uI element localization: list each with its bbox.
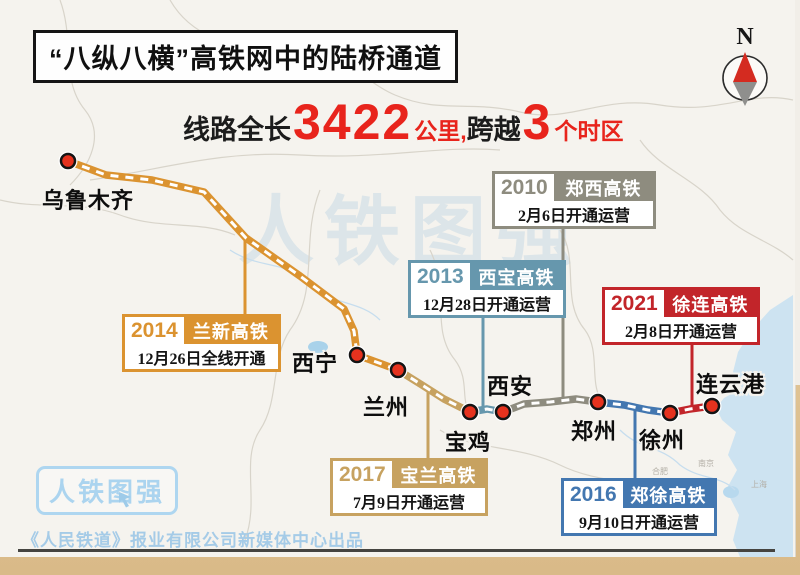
- infobox-xibao-name: 西宝高铁: [469, 263, 563, 290]
- credit-line: 《人民铁道》报业有限公司新媒体中心出品: [22, 531, 364, 550]
- infobox-baolan: 2017 宝兰高铁 7月9日开通运营: [330, 458, 488, 516]
- infobox-lanxin-year: 2014: [131, 318, 178, 342]
- page-edge: [795, 0, 800, 385]
- infobox-lanxin-date: 12月26日全线开通: [137, 350, 266, 368]
- city-label-zhengzhou: 郑州: [571, 419, 618, 444]
- subtitle-timezone-value: 3: [522, 94, 553, 150]
- subtitle-distance-value: 3422: [293, 94, 413, 150]
- route-zhengxi-dashes: [502, 397, 599, 414]
- station-dot-lanzhou: [388, 360, 408, 380]
- infobox-baolan-date: 7月9日开通运营: [352, 494, 465, 512]
- station-dot-xuzhou: [660, 403, 680, 423]
- infobox-zhengxi-header: 2010 郑西高铁: [495, 174, 653, 201]
- station-dots: [58, 151, 722, 423]
- brand-logo-badge: 人铁图强: [36, 466, 179, 515]
- infobox-lanxin-header: 2014 兰新高铁: [125, 317, 278, 344]
- route-zhengxu-dashes: [597, 400, 671, 415]
- compass-icon: [722, 52, 768, 106]
- subtitle-suffix: 个时区: [554, 118, 624, 144]
- basemap-label-shanghai: 上海: [751, 480, 767, 489]
- city-label-baoji: 宝鸡: [445, 430, 492, 455]
- qinghai-lake: [308, 341, 328, 353]
- infobox-zhengxi-date: 2月6日开通运营: [517, 207, 630, 225]
- infobox-zhengxi: 2010 郑西高铁 2月6日开通运营: [492, 171, 656, 229]
- compass-north-label: N: [736, 24, 754, 50]
- city-label-xining: 西宁: [292, 351, 339, 376]
- subtitle-prefix: 线路全长: [183, 115, 291, 145]
- infobox-zhengxu-date: 9月10日开通运营: [578, 514, 699, 532]
- logo-cursor-icon: [119, 492, 131, 508]
- basemap-label-hefei: 合肥: [652, 467, 668, 476]
- infobox-xulian-year: 2021: [611, 291, 658, 315]
- subtitle: 线路全长 3422 公里, 跨越 3 个时区: [183, 94, 624, 150]
- city-label-lianyungang: 连云港: [696, 372, 766, 397]
- infobox-xibao-header: 2013 西宝高铁: [411, 263, 563, 290]
- subtitle-middle: 跨越: [466, 115, 521, 145]
- infobox-baolan-name: 宝兰高铁: [391, 461, 485, 488]
- page-title: “八纵八横”高铁网中的陆桥通道: [33, 30, 458, 83]
- infobox-lanxin: 2014 兰新高铁 12月26日全线开通: [122, 314, 281, 372]
- infobox-xibao-year: 2013: [417, 264, 464, 288]
- city-label-lanzhou: 兰州: [363, 395, 410, 420]
- infobox-zhengxu-name: 郑徐高铁: [622, 481, 714, 508]
- river-1: [229, 249, 381, 321]
- station-dot-xining: [347, 345, 367, 365]
- station-dot-zhengzhou: [588, 392, 608, 412]
- lake-small-1: [723, 486, 739, 498]
- infobox-zhengxi-year: 2010: [501, 175, 548, 199]
- infobox-zhengxi-name: 郑西高铁: [553, 174, 653, 201]
- city-label-xuzhou: 徐州: [639, 428, 686, 453]
- infobox-xulian-date: 2月8日开通运营: [624, 323, 737, 341]
- subtitle-distance-unit: 公里,: [414, 118, 467, 144]
- infobox-xulian-header: 2021 徐连高铁: [605, 290, 757, 317]
- route-lanxin-dashes: [67, 159, 399, 372]
- infobox-xibao: 2013 西宝高铁 12月28日开通运营: [408, 260, 566, 318]
- infobox-xibao-date: 12月28日开通运营: [422, 296, 551, 314]
- infographic-canvas: 人铁图强: [0, 0, 796, 557]
- infobox-baolan-header: 2017 宝兰高铁: [333, 461, 485, 488]
- infobox-lanxin-name: 兰新高铁: [183, 317, 278, 344]
- city-label-xian: 西安: [487, 374, 534, 399]
- station-dot-urumqi: [58, 151, 78, 171]
- river-2: [619, 429, 736, 491]
- infobox-xulian: 2021 徐连高铁 2月8日开通运营: [602, 287, 760, 345]
- footer-divider: [18, 549, 775, 552]
- station-dot-lianyungang: [702, 396, 722, 416]
- infobox-zhengxu-year: 2016: [570, 482, 617, 506]
- station-dot-baoji: [460, 402, 480, 422]
- infobox-zhengxu-header: 2016 郑徐高铁: [564, 481, 714, 508]
- infobox-xulian-name: 徐连高铁: [663, 290, 757, 317]
- city-label-urumqi: 乌鲁木齐: [42, 188, 135, 213]
- infobox-zhengxu: 2016 郑徐高铁 9月10日开通运营: [561, 478, 717, 536]
- route-baolan-dashes: [397, 368, 471, 414]
- basemap-label-nanjing: 南京: [698, 459, 714, 468]
- station-dot-xian: [493, 402, 513, 422]
- infobox-baolan-year: 2017: [339, 462, 386, 486]
